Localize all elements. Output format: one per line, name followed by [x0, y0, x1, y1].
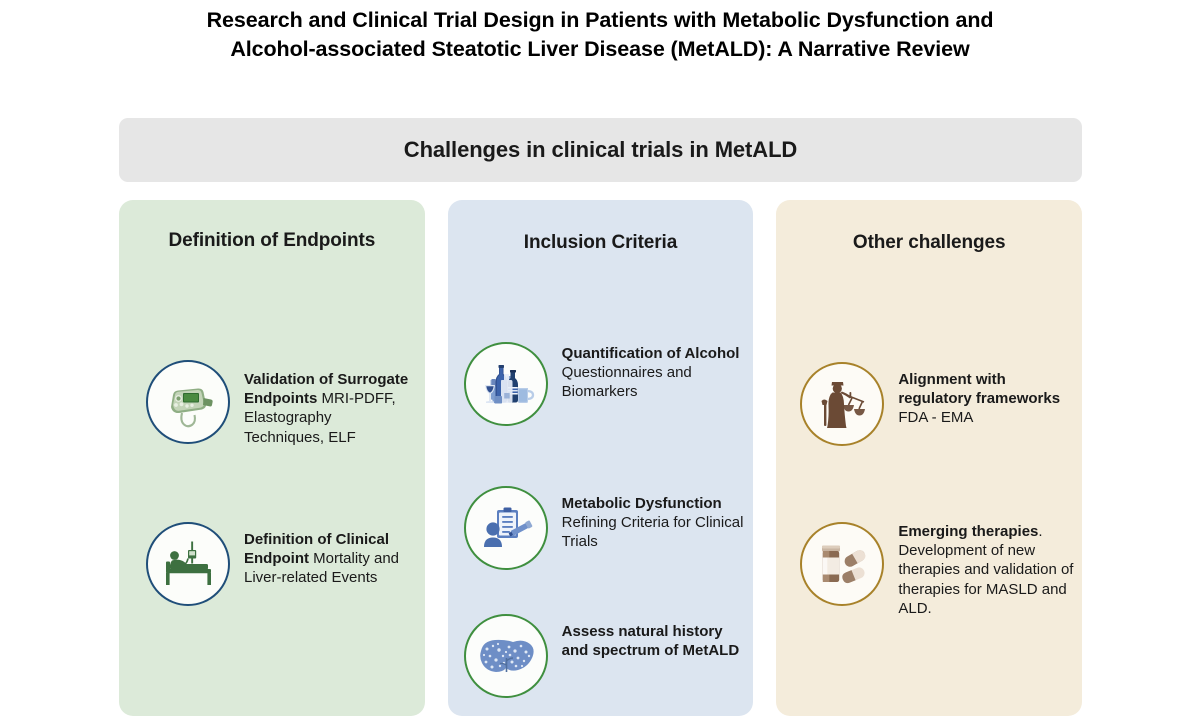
item-body: Questionnaires and Biomarkers [561, 364, 692, 401]
challenges-banner-label: Challenges in clinical trials in MetALD [403, 137, 798, 162]
figure-title: Research and Clinical Trial Design in Pa… [100, 6, 1100, 63]
item-text-emerging-therapies: Emerging therapies. Development of new t… [898, 522, 1078, 618]
panel-other-challenges: Other challenges [776, 200, 1084, 716]
item-emerging-therapies: Emerging therapies. Development of new t… [800, 522, 1084, 618]
item-heading: Emerging therapies [898, 523, 1039, 540]
item-body: MRI-PDFF, Elastography Techniques, ELF [244, 390, 396, 446]
hospital-bed-patient-icon [146, 522, 230, 606]
item-heading: Validation of Surrogate Endpoints [244, 371, 409, 408]
item-alignment-with-regulatory-frameworks: Alignment with regulatory frameworks FDA… [800, 362, 1084, 446]
item-text-validation-of-surrogate-endpoints: Validation of Surrogate Endpoints MRI-PD… [244, 360, 409, 447]
item-heading: Assess natural history and spectrum of M… [561, 623, 740, 660]
item-text-assess-natural-history: Assess natural history and spectrum of M… [562, 614, 744, 660]
elastography-device-icon [146, 360, 230, 444]
panel-inclusion-criteria: Inclusion Criteria [447, 200, 754, 716]
panel-title-other-challenges: Other challenges [852, 232, 1006, 253]
figure-title-line-2: Alcohol-associated Steatotic Liver Disea… [230, 36, 970, 61]
item-text-definition-of-clinical-endpoint: Definition of Clinical Endpoint Mortalit… [244, 522, 414, 588]
item-validation-of-surrogate-endpoints: Validation of Surrogate Endpoints MRI-PD… [146, 360, 414, 447]
item-quantification-of-alcohol: Quantification of Alcohol Questionnaires… [463, 342, 746, 426]
figure-title-line-1: Research and Clinical Trial Design in Pa… [206, 8, 994, 32]
challenges-banner: Challenges in clinical trials in MetALD [119, 118, 1082, 182]
lady-justice-scales-icon [800, 362, 885, 446]
item-body: Mortality and Liver-related Events [244, 550, 400, 587]
panel-definition-of-endpoints: Definition of Endpoints [119, 200, 425, 716]
item-definition-of-clinical-endpoint: Definition of Clinical Endpoint Mortalit… [146, 522, 418, 606]
item-heading: Metabolic Dysfunction [561, 495, 722, 512]
liver-icon [463, 614, 548, 698]
panel-title-inclusion-criteria: Inclusion Criteria [523, 232, 678, 253]
patient-clipboard-icon [463, 486, 548, 570]
item-text-quantification-of-alcohol: Quantification of Alcohol Questionnaires… [562, 342, 742, 402]
columns-container: Definition of Endpoints [119, 200, 1084, 716]
item-heading: Alignment with regulatory frameworks [898, 371, 1061, 408]
item-text-alignment-with-regulatory-frameworks: Alignment with regulatory frameworks FDA… [898, 362, 1076, 428]
item-body: Refining Criteria for Clinical Trials [561, 514, 744, 551]
item-heading: Quantification of Alcohol [561, 345, 740, 362]
pill-bottle-capsules-icon [800, 522, 885, 606]
item-metabolic-dysfunction: Metabolic Dysfunction Refining Criteria … [463, 486, 748, 570]
panel-title-definition-of-endpoints: Definition of Endpoints [168, 230, 376, 251]
item-assess-natural-history: Assess natural history and spectrum of M… [463, 614, 748, 698]
item-text-metabolic-dysfunction: Metabolic Dysfunction Refining Criteria … [562, 486, 748, 552]
item-body: . Development of new therapies and valid… [898, 523, 1074, 617]
item-body: FDA - EMA [898, 409, 974, 427]
item-heading: Definition of Clinical Endpoint [244, 531, 389, 568]
alcohol-bottles-icon [463, 342, 548, 426]
